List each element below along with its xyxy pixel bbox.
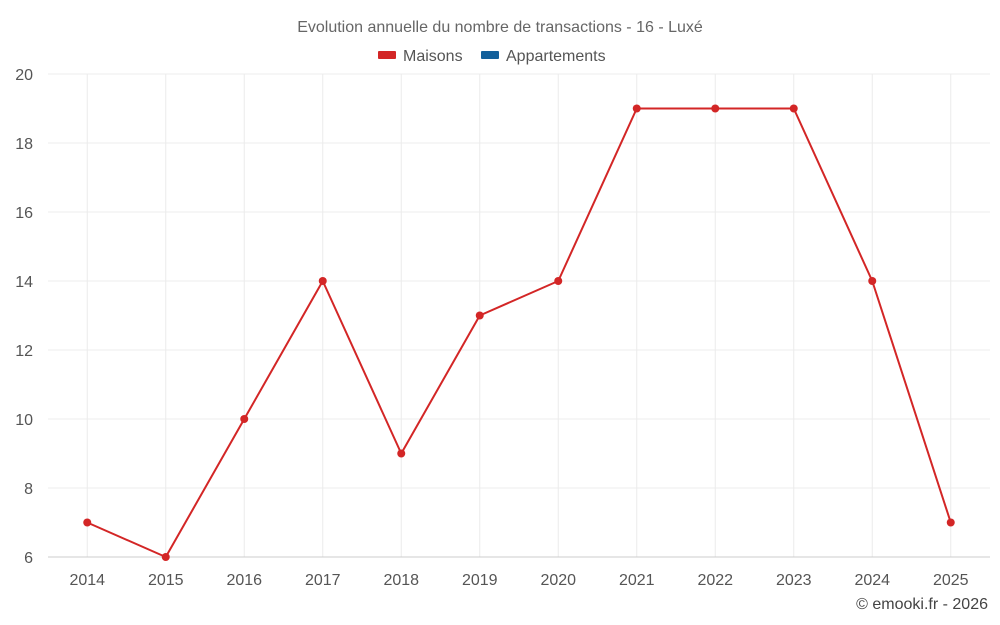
y-tick-label: 10 xyxy=(15,412,33,429)
y-tick-label: 8 xyxy=(24,481,33,498)
data-point[interactable] xyxy=(789,104,798,113)
x-tick-label: 2014 xyxy=(69,572,105,589)
legend-item-maisons[interactable]: Maisons xyxy=(378,48,463,65)
data-point[interactable] xyxy=(554,277,563,285)
legend-label-maisons: Maisons xyxy=(403,48,463,65)
chart-title: Evolution annuelle du nombre de transact… xyxy=(297,19,703,36)
x-tick-label: 2022 xyxy=(697,572,733,589)
data-point[interactable] xyxy=(868,277,877,285)
data-point[interactable] xyxy=(318,277,327,285)
y-tick-label: 18 xyxy=(15,136,33,153)
data-point[interactable] xyxy=(475,311,484,320)
data-point[interactable] xyxy=(632,104,641,113)
legend: Maisons Appartements xyxy=(378,48,606,65)
series-maisons xyxy=(83,104,955,561)
y-tick-label: 6 xyxy=(24,550,33,567)
credit-text: © emooki.fr - 2026 xyxy=(856,596,988,613)
legend-swatch-maisons xyxy=(378,51,396,59)
x-tick-label: 2015 xyxy=(148,572,184,589)
legend-label-appartements: Appartements xyxy=(506,48,606,65)
x-tick-label: 2017 xyxy=(305,572,341,589)
y-tick-label: 12 xyxy=(15,343,33,360)
data-point[interactable] xyxy=(711,104,720,113)
x-tick-label: 2020 xyxy=(540,572,576,589)
data-point[interactable] xyxy=(240,415,249,423)
x-tick-label: 2023 xyxy=(776,572,812,589)
y-tick-label: 14 xyxy=(15,274,33,291)
x-tick-label: 2018 xyxy=(383,572,419,589)
data-point[interactable] xyxy=(83,518,92,527)
y-tick-label: 16 xyxy=(15,205,33,222)
series-line-maisons xyxy=(86,107,952,558)
axes: 6 8 10 12 14 16 18 20 2014 2015 2016 2017 2018 2019 20… xyxy=(15,67,990,589)
data-point[interactable] xyxy=(946,518,955,527)
x-tick-label: 2024 xyxy=(854,572,890,589)
data-point[interactable] xyxy=(161,553,170,561)
x-tick-label: 2025 xyxy=(933,572,969,589)
legend-swatch-appartements xyxy=(481,51,499,59)
x-tick-label: 2016 xyxy=(226,572,262,589)
data-point[interactable] xyxy=(397,449,406,458)
y-tick-label: 20 xyxy=(15,67,33,84)
x-tick-label: 2019 xyxy=(462,572,498,589)
grid xyxy=(48,73,990,557)
x-tick-label: 2021 xyxy=(619,572,655,589)
legend-item-appartements[interactable]: Appartements xyxy=(481,48,606,65)
